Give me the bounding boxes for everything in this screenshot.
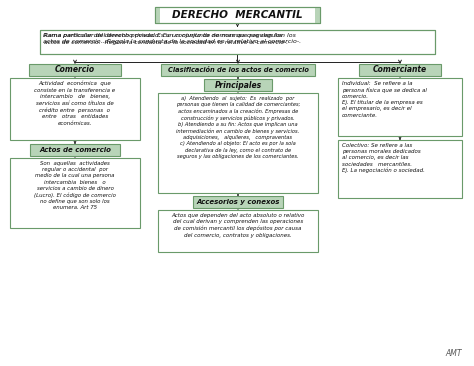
Text: AMT: AMT (446, 349, 462, 358)
Text: Son  aquellas  actividades
regular o accidental  por
medio de la cual una person: Son aquellas actividades regular o accid… (34, 161, 116, 210)
Text: Comerciante: Comerciante (373, 66, 427, 75)
Bar (338, 78, 462, 136)
Bar (155, 7, 320, 23)
Text: Rama particular del derecho privado. Es un conjunto de normas que regulan los
ac: Rama particular del derecho privado. Es … (44, 33, 288, 45)
Bar (158, 93, 318, 193)
Text: Clasificación de los actos de comercio: Clasificación de los actos de comercio (168, 67, 309, 73)
Text: Rama particular del derecho privado. Es un conjunto de normas que regulan los
ac: Rama particular del derecho privado. Es … (43, 33, 301, 44)
Text: Comercio: Comercio (55, 66, 95, 75)
Bar (338, 140, 462, 198)
Bar (10, 158, 140, 228)
Text: DERECHO  MERCANTIL: DERECHO MERCANTIL (172, 10, 303, 20)
Text: a)  Atendiendo  al  sujeto:  Es  realizado  por
personas que tienen la calidad d: a) Atendiendo al sujeto: Es realizado po… (176, 96, 300, 159)
Bar (161, 64, 315, 76)
Bar (359, 64, 441, 76)
Text: Principales: Principales (214, 81, 262, 90)
Bar (155, 7, 320, 23)
Text: Individual:  Se refiere a la
persona física que se dedica al
comercio.
Ej. El ti: Individual: Se refiere a la persona físi… (342, 81, 427, 117)
Bar (155, 7, 160, 23)
Text: Actos que dependen del acto absoluto o relativo
del cual derivan y comprenden la: Actos que dependen del acto absoluto o r… (171, 213, 305, 238)
Bar (10, 78, 140, 140)
Text: Colectivo: Se refiere a las
personas morales dedicados
al comercio, es decir las: Colectivo: Se refiere a las personas mor… (342, 143, 425, 173)
Bar (204, 79, 272, 91)
Text: Actos de comercio: Actos de comercio (39, 147, 111, 153)
Bar (29, 64, 121, 76)
Bar (40, 30, 435, 54)
Bar (315, 7, 320, 23)
Bar (40, 30, 435, 54)
Bar (193, 196, 283, 208)
Bar (158, 210, 318, 252)
Bar (30, 144, 120, 156)
Text: Accesorios y conexos: Accesorios y conexos (196, 199, 280, 205)
Text: Actividad  económica  que
consiste en la transferencia e
intercambio   de   bien: Actividad económica que consiste en la t… (35, 81, 116, 126)
